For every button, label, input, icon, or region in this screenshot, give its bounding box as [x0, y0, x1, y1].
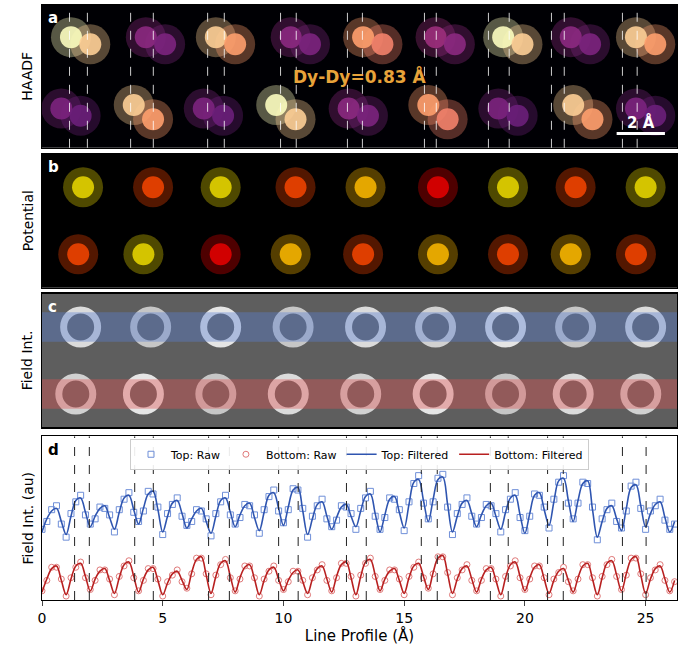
svg-text:b: b: [48, 158, 59, 176]
svg-text:20: 20: [516, 610, 534, 626]
svg-text:Dy-Dy=0.83 Å: Dy-Dy=0.83 Å: [293, 65, 427, 87]
svg-text:a: a: [48, 9, 58, 27]
svg-text:Top: Filtered: Top: Filtered: [381, 449, 449, 462]
svg-text:Bottom: Raw: Bottom: Raw: [266, 449, 337, 462]
svg-text:5: 5: [158, 610, 167, 626]
svg-text:Line Profile (Å): Line Profile (Å): [305, 626, 414, 645]
svg-text:15: 15: [395, 610, 413, 626]
svg-text:d: d: [48, 441, 59, 459]
svg-text:Bottom: Filtered: Bottom: Filtered: [494, 449, 582, 462]
svg-text:c: c: [48, 298, 57, 316]
svg-text:2 Å: 2 Å: [627, 113, 655, 132]
svg-text:10: 10: [275, 610, 293, 626]
svg-text:Field Int.: Field Int.: [20, 331, 36, 391]
svg-text:25: 25: [637, 610, 655, 626]
svg-text:Potential: Potential: [20, 190, 36, 251]
svg-text:Top: Raw: Top: Raw: [170, 449, 220, 462]
svg-text:Field Int. (au): Field Int. (au): [20, 472, 36, 565]
svg-text:0: 0: [38, 610, 47, 626]
svg-text:HAADF: HAADF: [20, 52, 36, 101]
